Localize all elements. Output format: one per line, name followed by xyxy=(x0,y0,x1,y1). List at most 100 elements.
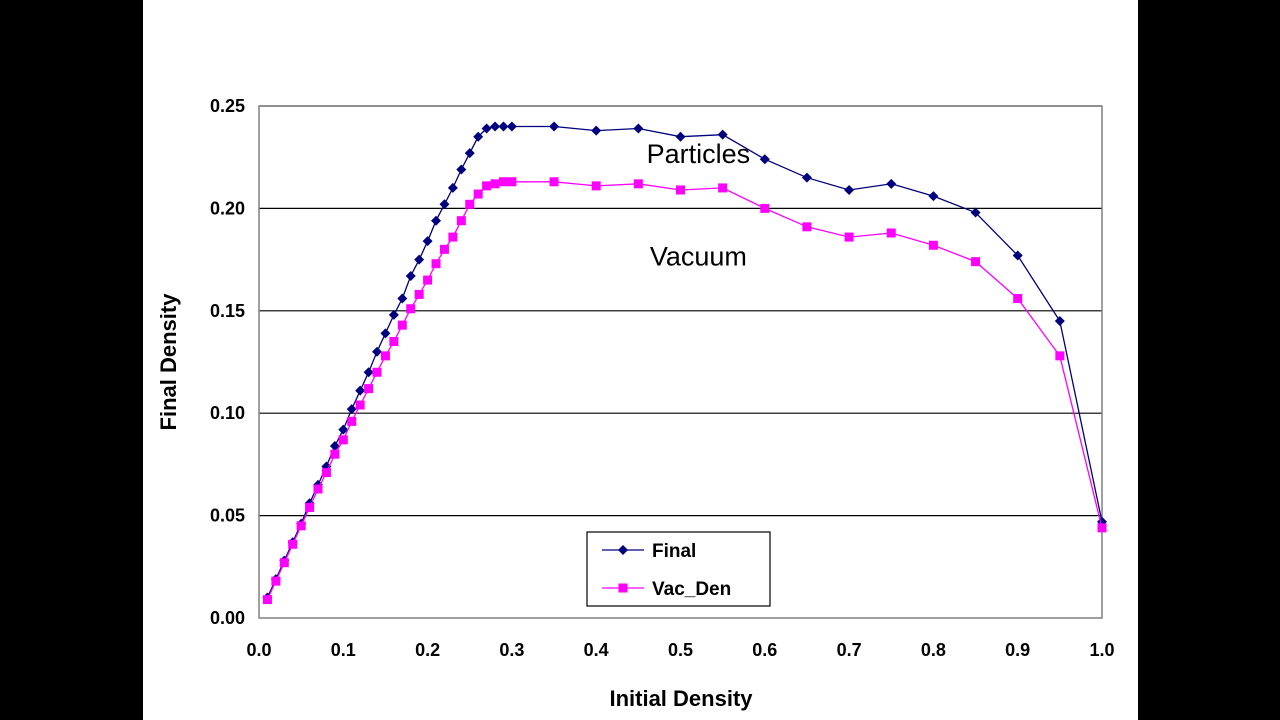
data-point xyxy=(279,558,289,568)
annotation-particles: Particles xyxy=(647,139,751,169)
data-point xyxy=(633,123,644,134)
data-point xyxy=(506,121,517,132)
gridlines xyxy=(259,105,1102,517)
data-point xyxy=(886,178,897,189)
data-point xyxy=(718,183,728,193)
x-tick-label: 0.1 xyxy=(331,640,356,660)
data-point xyxy=(431,259,441,269)
annotation-vacuum: Vacuum xyxy=(650,242,747,272)
x-tick-labels: 0.0 0.1 0.2 0.3 0.4 0.5 0.6 0.7 0.8 0.9 1.0 xyxy=(246,640,1114,660)
data-point xyxy=(676,185,685,195)
data-point xyxy=(473,189,483,199)
data-point xyxy=(717,129,728,140)
series-vac-den xyxy=(262,177,1107,605)
data-point xyxy=(490,121,501,132)
y-tick-labels: 0.00 0.05 0.10 0.15 0.20 0.25 xyxy=(210,96,245,628)
data-point xyxy=(355,400,365,410)
data-point xyxy=(364,384,374,394)
data-point xyxy=(439,244,449,254)
data-point xyxy=(970,207,981,218)
data-point xyxy=(886,228,896,238)
data-point xyxy=(464,148,475,159)
y-tick-label: 0.00 xyxy=(210,608,245,628)
data-point xyxy=(338,435,348,445)
data-point xyxy=(330,449,340,459)
data-point xyxy=(388,309,399,320)
data-point xyxy=(465,199,475,209)
series-group xyxy=(262,121,1107,605)
y-tick-label: 0.10 xyxy=(210,403,245,423)
x-tick-label: 1.0 xyxy=(1089,640,1114,660)
data-point xyxy=(473,131,484,142)
x-tick-label: 0.5 xyxy=(668,640,693,660)
data-point xyxy=(405,270,416,281)
x-axis-title: Initial Density xyxy=(609,686,753,711)
data-point xyxy=(321,468,331,478)
data-point xyxy=(928,191,939,202)
x-tick-label: 0.2 xyxy=(415,640,440,660)
data-point xyxy=(346,404,357,415)
data-point xyxy=(431,215,442,226)
legend-marker xyxy=(618,545,628,555)
data-point xyxy=(1054,316,1065,327)
data-point xyxy=(507,177,517,187)
data-point xyxy=(355,385,366,396)
data-point xyxy=(1012,250,1023,261)
data-point xyxy=(591,125,602,136)
annotations: Particles Vacuum xyxy=(647,139,751,271)
data-point xyxy=(456,216,466,226)
x-tick-label: 0.4 xyxy=(584,640,609,660)
y-tick-label: 0.25 xyxy=(210,96,245,116)
y-tick-label: 0.05 xyxy=(210,506,245,526)
data-point xyxy=(397,293,408,304)
data-point xyxy=(389,337,399,347)
data-point xyxy=(406,304,416,314)
data-point xyxy=(490,179,500,189)
data-point xyxy=(928,240,938,250)
data-point xyxy=(1055,351,1065,361)
data-point xyxy=(844,232,854,242)
data-point xyxy=(802,222,812,232)
data-point xyxy=(262,595,272,605)
legend-label: Vac_Den xyxy=(652,579,731,600)
data-point xyxy=(482,181,492,191)
data-point xyxy=(498,177,508,187)
data-point xyxy=(760,203,770,213)
data-point xyxy=(456,164,467,175)
data-point xyxy=(271,576,281,586)
legend: Final Vac_Den xyxy=(586,531,771,607)
data-point xyxy=(549,121,560,132)
x-tick-label: 0.3 xyxy=(499,640,524,660)
legend-marker xyxy=(618,583,628,593)
data-point xyxy=(329,440,340,451)
data-point xyxy=(380,351,390,361)
data-point xyxy=(305,502,315,512)
x-tick-label: 0.8 xyxy=(921,640,946,660)
data-point xyxy=(347,416,357,426)
x-tick-label: 0.7 xyxy=(837,640,862,660)
data-point xyxy=(675,131,686,142)
series-line xyxy=(266,125,1103,598)
data-point xyxy=(498,121,509,132)
x-tick-label: 0.9 xyxy=(1005,640,1030,660)
plot-area xyxy=(258,105,1103,619)
data-point xyxy=(296,521,306,531)
data-point xyxy=(801,172,812,183)
data-point xyxy=(549,177,559,187)
data-point xyxy=(288,539,298,549)
data-point xyxy=(481,123,492,134)
data-point xyxy=(971,257,981,267)
data-point xyxy=(447,182,458,193)
data-point xyxy=(591,181,601,191)
data-point xyxy=(759,154,770,165)
data-point xyxy=(439,199,450,210)
data-point xyxy=(380,328,391,339)
data-point xyxy=(448,232,458,242)
data-point xyxy=(313,484,323,494)
data-point xyxy=(844,184,855,195)
data-point xyxy=(423,275,433,285)
y-tick-label: 0.20 xyxy=(210,198,245,218)
data-point xyxy=(338,424,349,435)
data-point xyxy=(363,367,374,378)
